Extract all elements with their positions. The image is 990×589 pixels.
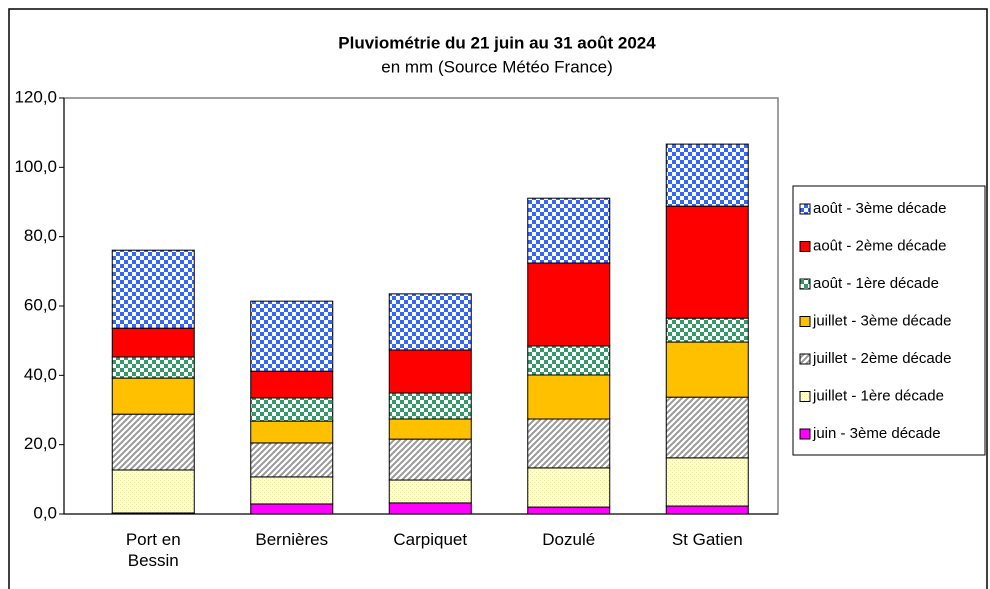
- bar-segment: [388, 392, 472, 420]
- bar-segment: [665, 457, 749, 507]
- bar-segment: [388, 438, 472, 481]
- x-tick-label: Carpiquet: [393, 530, 468, 549]
- bar-segment: [388, 502, 472, 515]
- bar-segment: [527, 506, 611, 515]
- y-tick-label: 60,0: [24, 295, 57, 314]
- bar-segment: [111, 249, 195, 329]
- y-tick-label: 120,0: [14, 87, 57, 106]
- bar-segment: [665, 396, 749, 459]
- bar-segment: [665, 341, 749, 398]
- bar-segment: [111, 413, 195, 471]
- legend-swatch: [799, 391, 811, 402]
- bar-segment: [250, 442, 334, 478]
- y-tick-label: 0,0: [33, 503, 57, 522]
- bar-segment: [388, 479, 472, 504]
- legend-swatch: [799, 316, 811, 327]
- legend-swatch: [799, 203, 811, 215]
- y-tick-label: 80,0: [24, 226, 57, 245]
- bar-segment: [527, 345, 611, 376]
- bar-segment: [111, 356, 195, 379]
- bar-segment: [527, 262, 611, 347]
- bar-segment: [527, 374, 611, 420]
- x-tick-label: Bernières: [255, 530, 329, 549]
- legend-swatch: [799, 353, 811, 365]
- legend-label: août - 1ère décade: [813, 275, 939, 292]
- legend-label: août - 2ème décade: [813, 237, 946, 254]
- bar-segment: [250, 397, 334, 422]
- bar-segment: [665, 143, 749, 207]
- bar-segment: [665, 317, 749, 343]
- bar-segment: [111, 327, 195, 358]
- legend-swatch: [799, 428, 811, 440]
- legend-label: juillet - 1ère décade: [812, 387, 944, 404]
- bar-segment: [388, 293, 472, 351]
- bar-segment: [250, 503, 334, 515]
- legend-label: juin - 3ème décade: [812, 425, 941, 442]
- legend-box: [792, 185, 986, 456]
- x-tick-label: Port en Bessin: [125, 530, 181, 570]
- x-tick-label: Dozulé: [542, 530, 596, 549]
- bar-segment: [527, 418, 611, 469]
- legend-label: août - 3ème décade: [813, 200, 946, 217]
- bar-segment: [665, 205, 749, 319]
- legend-swatch: [799, 241, 811, 252]
- chart-title: Pluviométrie du 21 juin au 31 août 2024: [338, 33, 656, 52]
- bar-segment: [111, 377, 195, 415]
- x-tick-label: St Gatien: [671, 530, 743, 549]
- bar-segment: [250, 300, 334, 372]
- legend-label: juillet - 2ème décade: [812, 350, 951, 367]
- legend-swatch: [799, 278, 811, 290]
- y-tick-label: 20,0: [24, 434, 57, 453]
- bar-segment: [250, 476, 334, 505]
- bar-segment: [250, 420, 334, 444]
- bar-segment: [250, 370, 334, 399]
- y-tick-label: 40,0: [24, 365, 57, 384]
- bar-segment: [388, 349, 472, 394]
- bar-segment: [527, 197, 611, 264]
- bar-segment: [527, 467, 611, 508]
- bar-segment: [111, 469, 195, 514]
- y-tick-label: 100,0: [14, 157, 57, 176]
- legend-label: juillet - 3ème décade: [812, 312, 951, 329]
- bar-segment: [665, 505, 749, 515]
- bar-segment: [388, 418, 472, 440]
- chart-subtitle: en mm (Source Météo France): [381, 57, 612, 76]
